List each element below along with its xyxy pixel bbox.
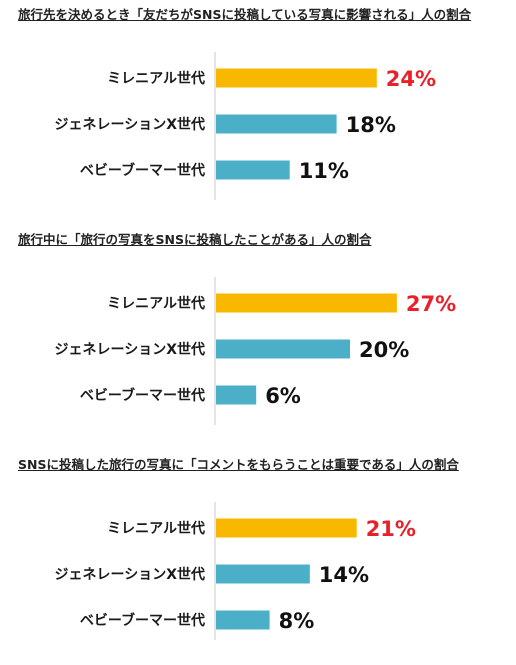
bar-chart-svg: ミレニアル世代 27% ジェネレーションX世代 20% ベビーブーマー世代 6% (54, 277, 456, 425)
bar (216, 564, 310, 584)
value-label: 18% (346, 113, 396, 137)
chart-title: SNSに投稿した旅行の写真に「コメントをもらうことは重要である」人の割合 (18, 457, 459, 472)
bar (216, 385, 257, 405)
category-label: ジェネレーションX世代 (54, 566, 205, 583)
value-label: 27% (406, 292, 456, 316)
category-label: ミレニアル世代 (107, 295, 205, 312)
chart-title: 旅行先を決めるとき「友だちがSNSに投稿している写真に影響される」人の割合 (18, 7, 472, 22)
category-label: ベビーブーマー世代 (80, 387, 205, 404)
chart-title: 旅行中に「旅行の写真をSNSに投稿したことがある」人の割合 (18, 232, 372, 247)
value-label: 6% (265, 384, 301, 408)
value-label: 20% (359, 338, 409, 362)
chart-posted-travel-photos: 旅行中に「旅行の写真をSNSに投稿したことがある」人の割合 ミレニアル世代 27%… (0, 225, 516, 440)
bar (216, 339, 350, 359)
value-label: 24% (386, 67, 436, 91)
category-label: ベビーブーマー世代 (80, 612, 205, 629)
bar-chart-svg: ミレニアル世代 21% ジェネレーションX世代 14% ベビーブーマー世代 8% (54, 502, 416, 640)
category-label: ジェネレーションX世代 (54, 116, 205, 133)
category-label: ミレニアル世代 (107, 70, 205, 87)
bar (216, 610, 270, 630)
category-label: ベビーブーマー世代 (80, 162, 205, 179)
category-label: ジェネレーションX世代 (54, 341, 205, 358)
value-label: 8% (279, 609, 315, 633)
chart-comments-important: SNSに投稿した旅行の写真に「コメントをもらうことは重要である」人の割合 ミレニ… (0, 450, 516, 665)
bar (216, 68, 377, 88)
bar (216, 518, 357, 538)
chart-travel-destination-influence: 旅行先を決めるとき「友だちがSNSに投稿している写真に影響される」人の割合 ミレ… (0, 0, 516, 215)
value-label: 11% (299, 159, 349, 183)
category-label: ミレニアル世代 (107, 520, 205, 537)
value-label: 14% (319, 563, 369, 587)
bar-chart-svg: ミレニアル世代 24% ジェネレーションX世代 18% ベビーブーマー世代 11% (54, 52, 436, 200)
bar (216, 160, 290, 180)
value-label: 21% (366, 517, 416, 541)
bar (216, 114, 337, 134)
bar (216, 293, 397, 313)
